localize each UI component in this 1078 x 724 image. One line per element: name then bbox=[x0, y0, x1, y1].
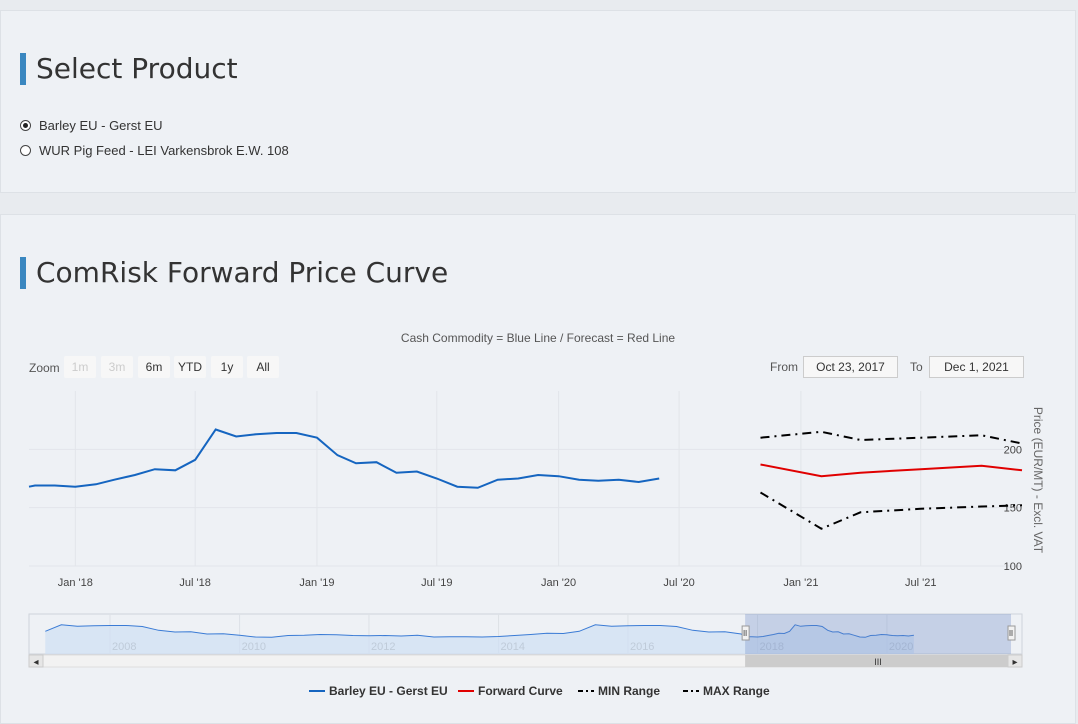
range-to-label: To bbox=[910, 360, 923, 374]
zoom-all-button[interactable]: All bbox=[247, 356, 279, 378]
range-from-input[interactable]: Oct 23, 2017 bbox=[803, 356, 898, 378]
chart-subtitle: Cash Commodity = Blue Line / Forecast = … bbox=[401, 331, 675, 345]
zoom-label: Zoom bbox=[29, 361, 60, 375]
series-line-forward-curve bbox=[760, 463, 1023, 478]
radio-pig-feed[interactable] bbox=[20, 145, 31, 156]
scrollbar-thumb[interactable] bbox=[745, 655, 1012, 667]
chart-panel-title: ComRisk Forward Price Curve bbox=[20, 257, 448, 289]
legend-label: MAX Range bbox=[703, 684, 770, 698]
x-tick-label: Jul '18 bbox=[179, 577, 210, 589]
zoom-3m-button[interactable]: 3m bbox=[101, 356, 133, 378]
plot-area bbox=[29, 391, 1022, 566]
scroll-right-arrow-icon: ▸ bbox=[1012, 657, 1017, 668]
x-tick-label: Jul '21 bbox=[905, 577, 936, 589]
x-tick-label: Jan '19 bbox=[299, 577, 334, 589]
legend-label: MIN Range bbox=[598, 684, 660, 698]
product-option-pig-feed[interactable]: WUR Pig Feed - LEI Varkensbrok E.W. 108 bbox=[20, 143, 289, 158]
range-from-label: From bbox=[770, 360, 798, 374]
navigator-series-line bbox=[45, 624, 914, 638]
zoom-ytd-button[interactable]: YTD bbox=[174, 356, 206, 378]
radio-barley[interactable] bbox=[20, 120, 31, 131]
legend-item-min-range[interactable]: MIN Range bbox=[578, 684, 660, 698]
x-tick-label: Jul '19 bbox=[421, 577, 452, 589]
legend-item-forward-curve[interactable]: Forward Curve bbox=[458, 684, 563, 698]
legend-item-barley-eu-gerst-eu[interactable]: Barley EU - Gerst EU bbox=[309, 684, 448, 698]
y-tick-label: 100 bbox=[1004, 561, 1022, 573]
legend-item-max-range[interactable]: MAX Range bbox=[683, 684, 770, 698]
navigator-selection[interactable] bbox=[745, 614, 1012, 654]
product-option-label: WUR Pig Feed - LEI Varkensbrok E.W. 108 bbox=[39, 143, 289, 158]
product-option-barley[interactable]: Barley EU - Gerst EU bbox=[20, 118, 163, 133]
x-tick-label: Jan '20 bbox=[541, 577, 576, 589]
y-axis-title: Price (EUR/MT) - Excl. VAT bbox=[1031, 407, 1045, 554]
scrollbar-grip: III bbox=[874, 657, 882, 667]
zoom-1m-button[interactable]: 1m bbox=[64, 356, 96, 378]
zoom-1y-button[interactable]: 1y bbox=[211, 356, 243, 378]
range-to-input[interactable]: Dec 1, 2021 bbox=[929, 356, 1024, 378]
zoom-6m-button[interactable]: 6m bbox=[138, 356, 170, 378]
scroll-left-button[interactable] bbox=[28, 654, 44, 668]
select-product-title: Select Product bbox=[20, 53, 238, 85]
x-tick-label: Jan '21 bbox=[783, 577, 818, 589]
scroll-right-button[interactable] bbox=[1007, 654, 1023, 668]
product-option-label: Barley EU - Gerst EU bbox=[39, 118, 163, 133]
legend-label: Barley EU - Gerst EU bbox=[329, 684, 448, 698]
select-product-panel: Select Product Barley EU - Gerst EU WUR … bbox=[0, 10, 1076, 193]
navigator-area bbox=[45, 624, 914, 654]
scroll-left-arrow-icon: ◂ bbox=[33, 657, 38, 668]
x-tick-label: Jan '18 bbox=[58, 577, 93, 589]
y-tick-label: 150 bbox=[1004, 503, 1022, 515]
y-tick-label: 200 bbox=[1004, 444, 1022, 456]
series-line-barley-eu-gerst-eu bbox=[28, 428, 660, 489]
series-line-max-range bbox=[760, 430, 1023, 445]
x-tick-label: Jul '20 bbox=[663, 577, 694, 589]
legend-label: Forward Curve bbox=[478, 684, 563, 698]
